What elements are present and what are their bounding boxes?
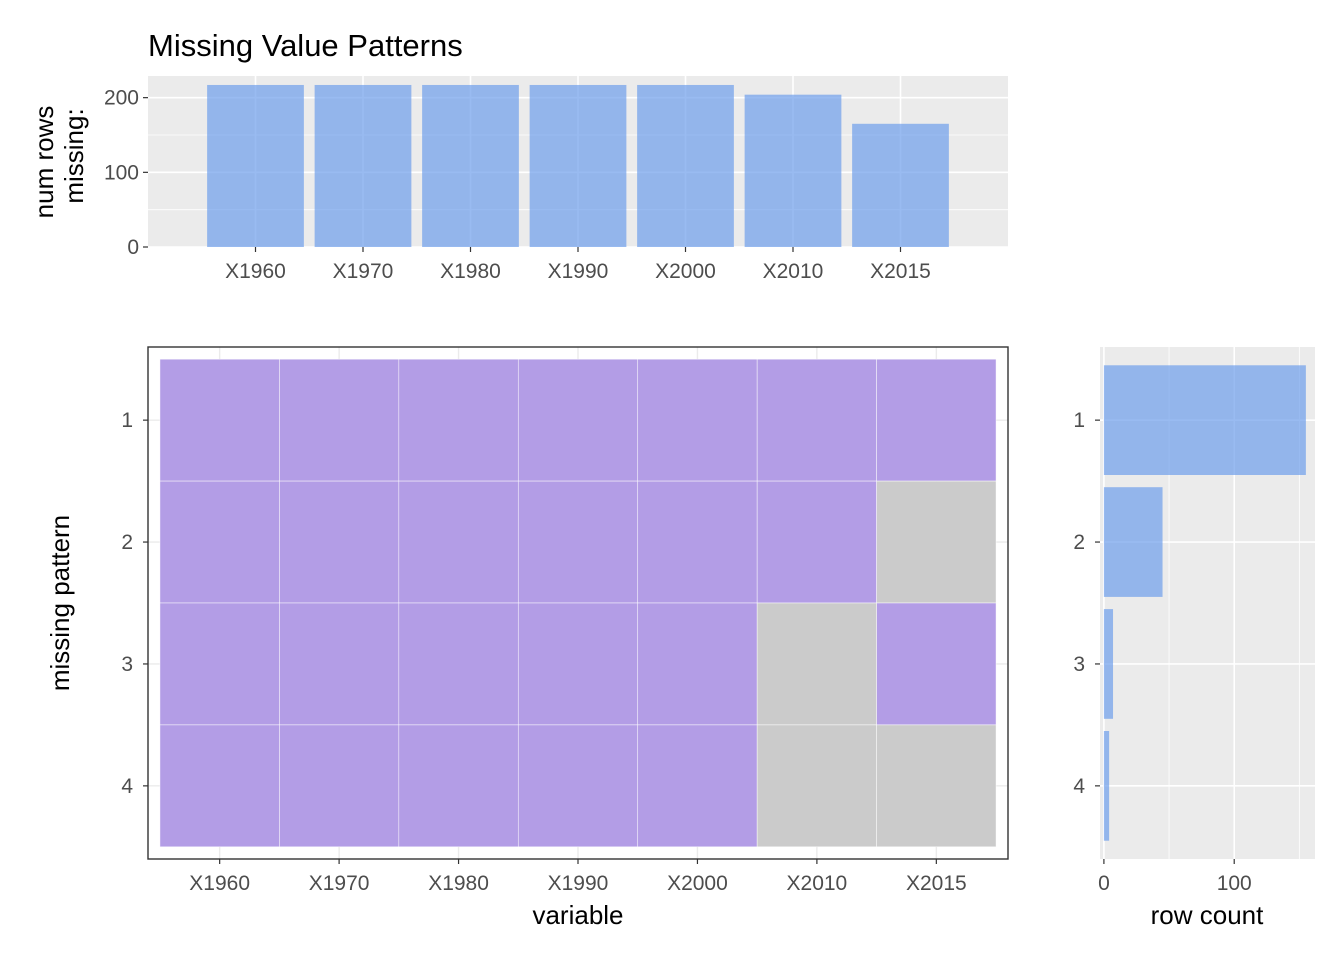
heatmap-cell bbox=[517, 358, 639, 482]
heatmap-cell bbox=[159, 480, 280, 604]
missing-pattern-heatmap: 1 2 3 4 X1960 X1970 X1980 X1990 X2000 X2010 X2015 v… bbox=[45, 346, 1009, 930]
heatmap-y-tick-label: 1 bbox=[121, 409, 133, 432]
top-x-tick-label: X1960 bbox=[225, 260, 286, 283]
heatmap-cell bbox=[279, 602, 400, 726]
heatmap-x-tick-label: X1990 bbox=[548, 872, 609, 895]
row-count-x-tick-label: 100 bbox=[1217, 872, 1252, 895]
heatmap-cell bbox=[398, 480, 519, 604]
heatmap-cell bbox=[756, 480, 877, 604]
top-y-tick-label: 200 bbox=[104, 87, 139, 110]
heatmap-cell bbox=[159, 602, 280, 726]
heatmap-cell bbox=[517, 602, 639, 726]
heatmap-cell bbox=[876, 480, 997, 604]
row-count-y-tick-label: 2 bbox=[1073, 531, 1085, 554]
top-bar-chart: 0 100 200 X1960 X1970 X1980 X1990 X2000 X2010 X20… bbox=[29, 76, 1008, 283]
heatmap-x-tick-label: X1960 bbox=[189, 872, 250, 895]
heatmap-cell bbox=[876, 602, 997, 726]
heatmap-y-axis-title: missing pattern bbox=[45, 515, 75, 691]
heatmap-cell bbox=[876, 358, 997, 482]
heatmap-cell bbox=[637, 358, 758, 482]
top-x-tick-label: X1990 bbox=[548, 260, 609, 283]
row-count-y-tick-label: 3 bbox=[1073, 653, 1085, 676]
row-count-bar-chart: 1 2 3 4 0 100 row count bbox=[1073, 347, 1315, 930]
row-count-x-axis-title: row count bbox=[1151, 900, 1264, 930]
top-y-axis-title-line1: num rows bbox=[29, 106, 59, 219]
top-x-tick-label: X2010 bbox=[763, 260, 824, 283]
heatmap-x-tick-label: X2000 bbox=[667, 872, 728, 895]
heatmap-cell bbox=[279, 480, 400, 604]
top-bar-x1980 bbox=[422, 84, 519, 248]
row-count-y-tick-label: 4 bbox=[1073, 775, 1085, 798]
top-y-tick-label: 0 bbox=[127, 236, 139, 259]
top-bar-x2010 bbox=[744, 94, 842, 247]
row-count-bar-pattern-1 bbox=[1103, 365, 1306, 475]
top-y-tick-label: 100 bbox=[104, 161, 139, 184]
heatmap-y-tick-label: 3 bbox=[121, 653, 133, 676]
top-x-tick-label: X1980 bbox=[440, 260, 501, 283]
heatmap-x-tick-label: X1980 bbox=[428, 872, 489, 895]
row-count-x-tick-label: 0 bbox=[1098, 872, 1110, 895]
heatmap-x-tick-label: X1970 bbox=[309, 872, 370, 895]
top-bar-x2015 bbox=[852, 123, 949, 247]
heatmap-cell bbox=[517, 480, 639, 604]
row-count-y-tick-label: 1 bbox=[1073, 409, 1085, 432]
heatmap-y-tick-label: 4 bbox=[121, 775, 133, 798]
top-bar-x1990 bbox=[529, 84, 627, 248]
top-y-axis-title-line2: missing: bbox=[59, 108, 89, 203]
row-count-bar-pattern-3 bbox=[1103, 609, 1114, 719]
chart-title: Missing Value Patterns bbox=[148, 28, 463, 63]
heatmap-cell bbox=[756, 724, 877, 848]
heatmap-cell bbox=[279, 724, 400, 848]
top-x-tick-label: X2015 bbox=[870, 260, 931, 283]
heatmap-cell bbox=[637, 480, 758, 604]
top-x-tick-label: X1970 bbox=[333, 260, 394, 283]
heatmap-cell bbox=[637, 724, 758, 848]
heatmap-x-tick-label: X2010 bbox=[787, 872, 848, 895]
heatmap-cell bbox=[756, 358, 877, 482]
heatmap-y-tick-label: 2 bbox=[121, 531, 133, 554]
heatmap-cell bbox=[756, 602, 877, 726]
top-x-tick-label: X2000 bbox=[655, 260, 716, 283]
heatmap-cell bbox=[159, 724, 280, 848]
heatmap-cell bbox=[398, 358, 519, 482]
heatmap-cell bbox=[637, 602, 758, 726]
heatmap-cell bbox=[398, 602, 519, 726]
heatmap-x-tick-label: X2015 bbox=[906, 872, 967, 895]
heatmap-cell bbox=[517, 724, 639, 848]
heatmap-x-axis-title: variable bbox=[532, 900, 623, 930]
row-count-bar-pattern-4 bbox=[1103, 731, 1110, 841]
heatmap-cell bbox=[159, 358, 280, 482]
row-count-bar-pattern-2 bbox=[1103, 487, 1163, 597]
heatmap-cell bbox=[876, 724, 997, 848]
top-bar-x2000 bbox=[637, 84, 734, 248]
heatmap-cell bbox=[279, 358, 400, 482]
top-bar-x1960 bbox=[207, 84, 304, 248]
top-bar-x1970 bbox=[314, 84, 412, 248]
heatmap-cell bbox=[398, 724, 519, 848]
